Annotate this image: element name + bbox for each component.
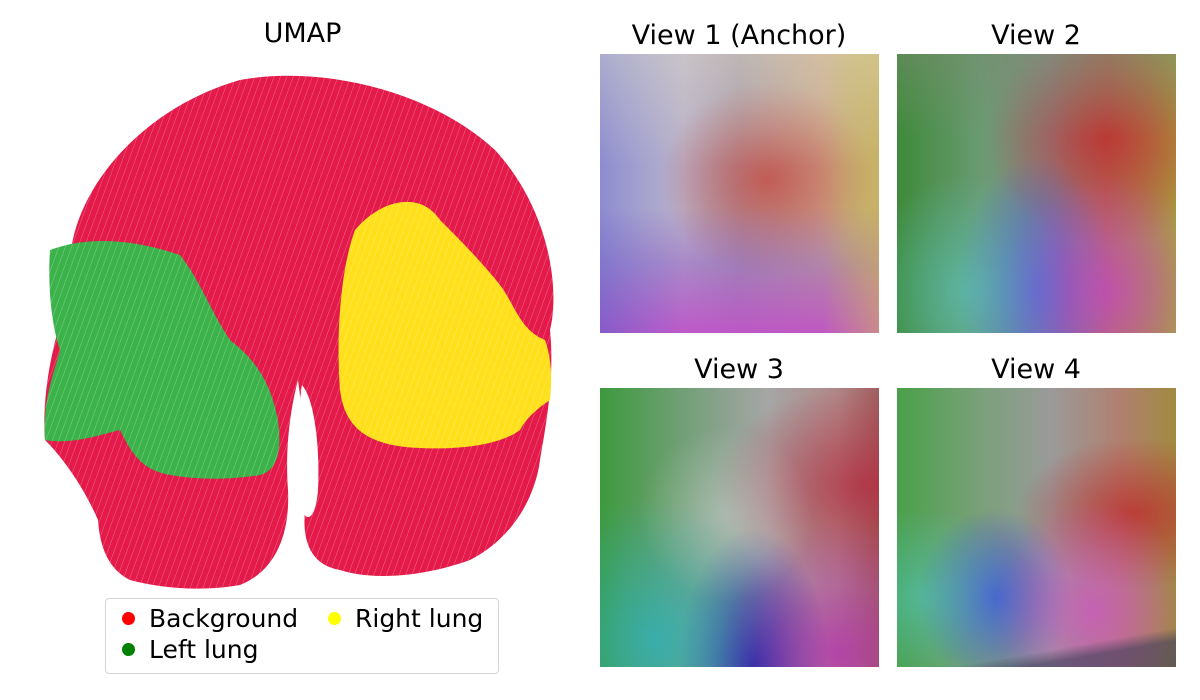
- legend-label-left-lung: Left lung: [149, 635, 259, 664]
- view-2-image: [897, 54, 1176, 333]
- view-4-image: [897, 388, 1176, 667]
- legend-item-left-lung: Left lung: [122, 635, 259, 664]
- umap-scatter-plot: [44, 75, 554, 589]
- umap-legend: Background Left lung Right lung: [105, 598, 499, 674]
- legend-marker-left-lung: [122, 643, 135, 656]
- legend-marker-background: [122, 612, 135, 625]
- legend-label-right-lung: Right lung: [355, 604, 484, 633]
- view-1-image: [600, 54, 879, 333]
- view-3-title: View 3: [694, 354, 784, 385]
- legend-item-background: Background: [122, 604, 298, 633]
- legend-label-background: Background: [149, 604, 299, 633]
- umap-title: UMAP: [263, 18, 342, 49]
- legend-item-right-lung: Right lung: [328, 604, 483, 633]
- view-4-title: View 4: [991, 354, 1081, 385]
- view-2-title: View 2: [991, 20, 1081, 51]
- view-1-title: View 1 (Anchor): [631, 20, 847, 51]
- legend-marker-right-lung: [328, 612, 341, 625]
- view-3-image: [600, 388, 879, 667]
